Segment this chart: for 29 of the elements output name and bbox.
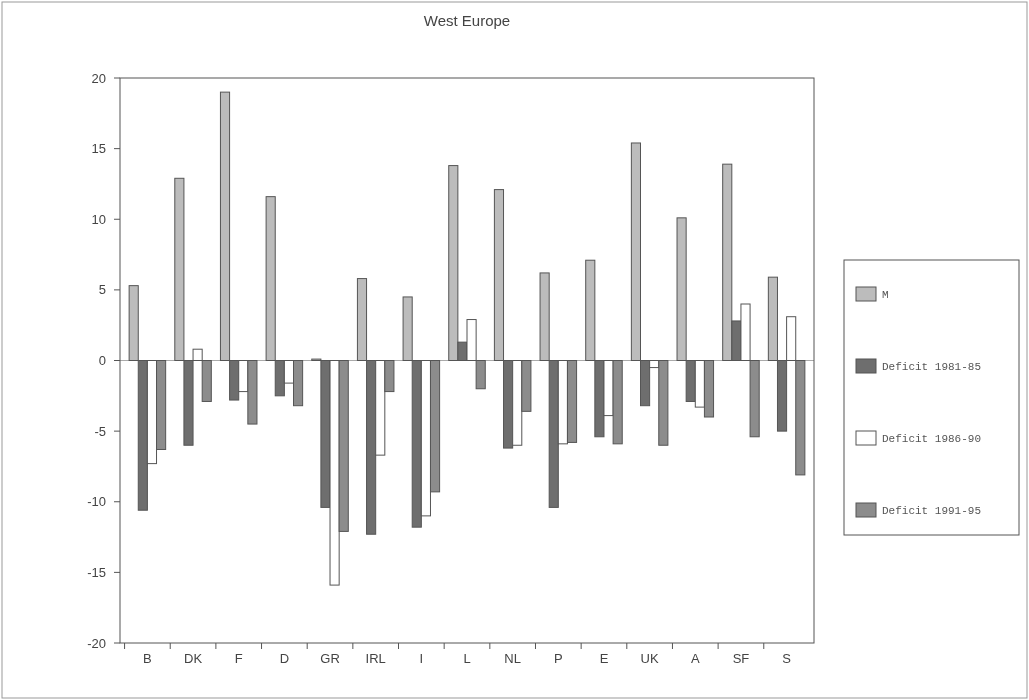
- y-tick-label: -5: [94, 423, 106, 439]
- chart-title: West Europe: [423, 12, 511, 29]
- legend-label: M: [882, 288, 889, 301]
- y-tick-label: 10: [91, 211, 106, 227]
- y-tick-label: 0: [98, 353, 106, 369]
- x-tick-label: F: [234, 651, 243, 666]
- x-tick-label: E: [599, 651, 609, 666]
- x-tick-label: UK: [640, 651, 659, 666]
- y-tick-label: -15: [87, 564, 106, 580]
- y-tick-label: 15: [91, 141, 106, 157]
- x-tick-label: NL: [504, 651, 521, 666]
- x-tick-label: P: [553, 651, 563, 666]
- x-tick-label: S: [782, 651, 792, 666]
- x-tick-label: I: [419, 651, 424, 666]
- x-tick-label: D: [279, 651, 290, 666]
- y-tick-label: -10: [87, 494, 106, 510]
- x-tick-label: GR: [320, 651, 340, 666]
- y-tick-label: -20: [87, 635, 106, 651]
- y-tick-label: 5: [98, 282, 106, 298]
- legend-label: Deficit 1981-85: [882, 360, 982, 373]
- legend-label: Deficit 1986-90: [882, 432, 982, 445]
- x-tick-label: B: [143, 651, 152, 666]
- x-tick-label: SF: [732, 651, 750, 666]
- x-tick-label: A: [690, 651, 700, 666]
- x-tick-label: L: [463, 651, 471, 666]
- x-tick-label: IRL: [365, 651, 386, 666]
- y-tick-label: 20: [91, 70, 106, 86]
- x-tick-label: DK: [184, 651, 203, 666]
- legend-label: Deficit 1991-95: [882, 504, 982, 517]
